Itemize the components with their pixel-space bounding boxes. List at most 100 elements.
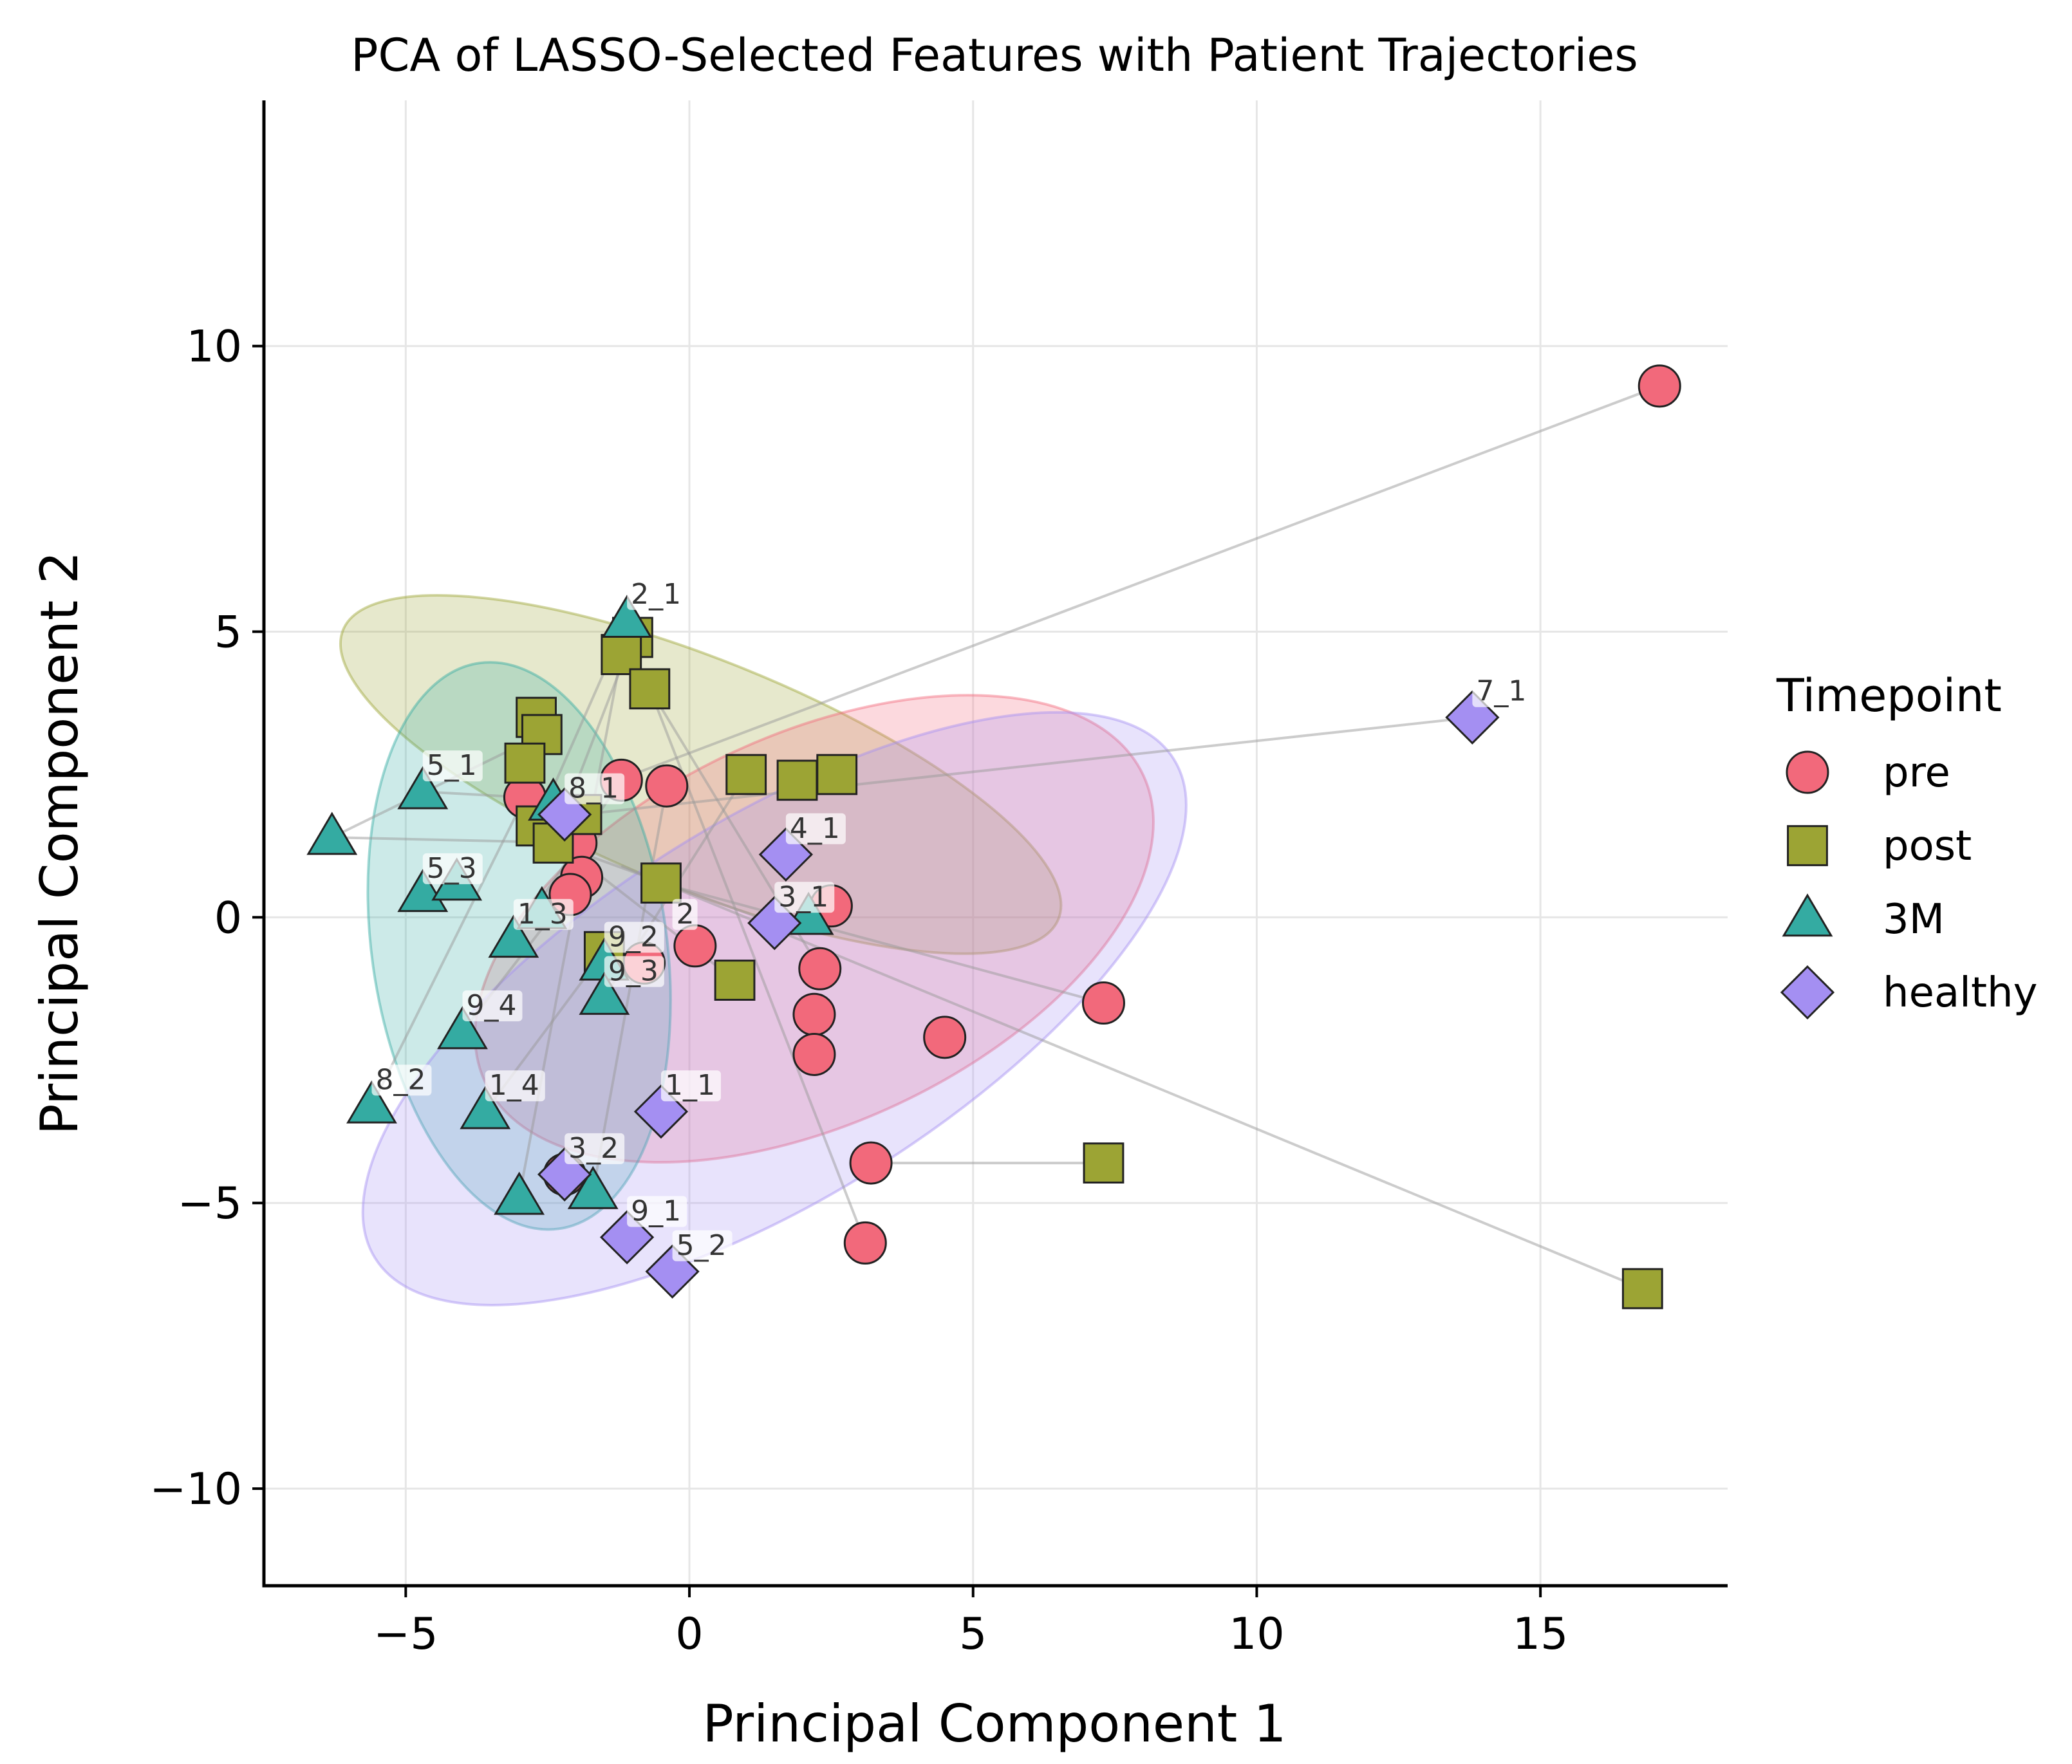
point-label-bg bbox=[513, 898, 574, 930]
point-label: 3_1 bbox=[774, 880, 835, 913]
legend-marker-pre bbox=[1786, 750, 1829, 794]
point-3M bbox=[397, 869, 449, 913]
x-tick-label: 10 bbox=[1229, 1609, 1285, 1660]
point-pre bbox=[792, 1032, 836, 1076]
point-label: 9_4 bbox=[462, 989, 523, 1022]
chart-title: PCA of LASSO-Selected Features with Pati… bbox=[351, 29, 1638, 82]
legend-label: 3M bbox=[1883, 896, 1945, 943]
legend-item-3M: 3M bbox=[1782, 893, 1945, 943]
point-post bbox=[816, 754, 858, 795]
trajectory-line bbox=[660, 882, 1104, 1005]
point-label-text: 5_3 bbox=[427, 852, 477, 885]
trajectory-line bbox=[370, 797, 527, 1107]
point-label-text: 8_2 bbox=[375, 1063, 425, 1096]
legend-item-post: post bbox=[1787, 822, 1972, 870]
point-label-text: 5_1 bbox=[427, 749, 477, 782]
point-post bbox=[714, 960, 756, 1001]
y-axis-label: Principal Component 2 bbox=[30, 551, 89, 1135]
point-post bbox=[640, 862, 682, 904]
point-label: 7_1 bbox=[1472, 675, 1533, 708]
y-tick-label: −5 bbox=[178, 1178, 242, 1229]
confidence-ellipses bbox=[339, 594, 1188, 1306]
point-label-bg bbox=[672, 898, 698, 930]
point-label-text: 1_1 bbox=[665, 1069, 715, 1102]
x-axis-label: Principal Component 1 bbox=[702, 1694, 1286, 1754]
point-3M bbox=[601, 595, 653, 638]
point-label: 4_1 bbox=[785, 812, 846, 845]
point-pre bbox=[849, 1141, 893, 1185]
point-label-text: 9_1 bbox=[631, 1195, 681, 1228]
point-labels: 2_1 5_1 5_3 1_3 9_29_3 9_4 8_2 1_4 7_1 8_1 4_1 3_1 1… bbox=[371, 578, 1533, 1262]
legend-label: pre bbox=[1883, 749, 1950, 797]
point-label-text: 1_4 bbox=[489, 1069, 539, 1102]
axis-ticks: −5 0 5 10 15 −10 −5 0 5 10 bbox=[149, 322, 1568, 1660]
x-tick-label: −5 bbox=[373, 1609, 438, 1660]
x-tick-label: 0 bbox=[675, 1609, 703, 1660]
point-label-bg bbox=[785, 813, 846, 844]
point-healthy bbox=[747, 896, 802, 951]
point-label-bg bbox=[485, 1070, 545, 1102]
point-pre bbox=[792, 992, 836, 1036]
point-3M bbox=[306, 812, 358, 855]
point-label-bg bbox=[371, 1064, 432, 1096]
point-label: 5_2 bbox=[672, 1229, 733, 1262]
point-label: 8_2 bbox=[371, 1063, 432, 1096]
point-3M bbox=[397, 766, 449, 810]
point-label-bg bbox=[565, 773, 625, 804]
point-pre bbox=[798, 947, 842, 990]
point-label: 9_3 bbox=[604, 955, 664, 988]
point-label: 9_1 bbox=[627, 1195, 687, 1228]
point-label-text: 9_3 bbox=[608, 955, 658, 988]
point-label: 8_1 bbox=[565, 772, 625, 805]
y-tick-label: 10 bbox=[186, 322, 242, 373]
point-label-bg bbox=[565, 1133, 625, 1164]
legend-marker-healthy bbox=[1780, 965, 1835, 1020]
point-3M bbox=[579, 971, 630, 1015]
point-pre bbox=[673, 924, 717, 968]
x-tick-label: 5 bbox=[959, 1609, 987, 1660]
point-post bbox=[601, 634, 642, 675]
point-label-bg bbox=[422, 853, 483, 884]
point-label-text: 7_1 bbox=[1476, 675, 1526, 708]
point-label: 5_3 bbox=[422, 852, 483, 885]
axis-spines bbox=[262, 100, 1728, 1588]
point-label-bg bbox=[660, 1070, 721, 1102]
point-post bbox=[776, 759, 818, 801]
trajectory-line bbox=[632, 384, 1660, 776]
point-label-text: 5_2 bbox=[677, 1229, 727, 1262]
point-label-text: 2_1 bbox=[631, 578, 681, 611]
point-label-text: 9_2 bbox=[608, 920, 658, 953]
legend: Timepoint pre post 3M healthy bbox=[1776, 669, 2037, 1020]
point-label-bg bbox=[627, 579, 687, 610]
point-post bbox=[504, 742, 546, 784]
point-3M bbox=[346, 1080, 397, 1124]
point-label: 1_3 bbox=[513, 898, 574, 931]
point-label-text: 4_1 bbox=[790, 812, 840, 845]
point-label: 2 bbox=[672, 898, 698, 931]
legend-item-healthy: healthy bbox=[1780, 965, 2037, 1020]
point-label-text: 2 bbox=[677, 898, 695, 931]
point-label: 2_1 bbox=[627, 578, 687, 611]
point-label-bg bbox=[422, 750, 483, 782]
y-tick-label: 5 bbox=[214, 608, 242, 658]
point-label-bg bbox=[604, 922, 664, 953]
point-post bbox=[629, 668, 671, 710]
legend-marker-3M bbox=[1782, 893, 1833, 937]
y-tick-label: −10 bbox=[149, 1464, 242, 1515]
point-label-bg bbox=[672, 1230, 733, 1261]
point-pre bbox=[645, 764, 689, 808]
point-3M bbox=[567, 1165, 619, 1209]
point-pre bbox=[843, 1221, 887, 1265]
point-post bbox=[1083, 1142, 1125, 1184]
point-label-text: 8_1 bbox=[568, 772, 619, 805]
legend-label: post bbox=[1883, 822, 1972, 870]
trajectory-line bbox=[592, 785, 668, 1192]
point-label: 3_2 bbox=[565, 1132, 625, 1165]
point-pre bbox=[923, 1016, 967, 1059]
point-label: 1_1 bbox=[660, 1069, 721, 1102]
point-label: 5_1 bbox=[422, 749, 483, 782]
point-label: 1_4 bbox=[485, 1069, 545, 1102]
point-pre bbox=[1081, 981, 1125, 1025]
point-label-bg bbox=[1472, 676, 1533, 707]
